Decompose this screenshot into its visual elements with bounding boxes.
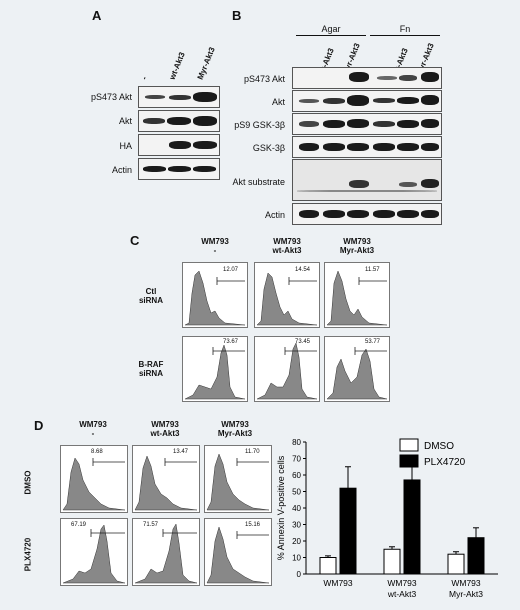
group-label-fn: Fn (399, 24, 411, 34)
facs-histogram: 11.70 (204, 445, 272, 513)
col-header: WM793 Myr-Akt3 (217, 420, 253, 438)
bar-plx4720 (403, 479, 421, 575)
blot-strip-substrate (292, 159, 442, 201)
blot-strip (292, 203, 442, 225)
panel-c-letter: C (130, 233, 140, 248)
gate-value: 67.19 (71, 522, 87, 528)
x-tick-label: WM793 (387, 578, 417, 588)
blot-strip (292, 136, 442, 158)
row-label: pS473 Akt (243, 74, 285, 84)
gate-value: 13.47 (173, 449, 189, 455)
y-axis-label: % Annexin V-positive cells (276, 455, 286, 560)
row-header: B-RAF siRNA (138, 360, 164, 378)
group-label-agar: Agar (321, 24, 341, 34)
row-label: Actin (264, 210, 285, 220)
row-label: Akt (118, 116, 132, 126)
facs-histogram: 71.57 (132, 518, 200, 586)
gate-value: 11.57 (365, 267, 380, 273)
legend-swatch (399, 454, 419, 468)
y-tick-label: 10 (292, 554, 301, 563)
row-label: GSK-3β (252, 143, 285, 153)
facs-histogram: 13.47 (132, 445, 200, 513)
gate-value: 8.68 (91, 449, 103, 455)
gate-value: 14.54 (295, 267, 311, 273)
facs-histogram: 14.54 (254, 262, 320, 328)
col-header: WM793- (79, 420, 107, 438)
gate-value: 15.16 (245, 522, 261, 528)
facs-histogram: 67.19 (60, 518, 128, 586)
blot-strip (138, 110, 220, 132)
legend-label: PLX4720 (424, 457, 466, 468)
row-label: pS473 Akt (90, 92, 132, 102)
facs-histogram: 11.57 (324, 262, 390, 328)
row-header: Ctl siRNA (138, 287, 163, 305)
group-line (370, 35, 440, 36)
lane-label: wt-Akt3 (167, 50, 187, 81)
blot-strip (292, 67, 442, 89)
y-tick-label: 70 (292, 455, 301, 464)
gate-value: 73.67 (223, 339, 239, 345)
row-label: Akt (271, 97, 285, 107)
row-label: Akt substrate (232, 177, 285, 187)
y-tick-label: 60 (292, 471, 301, 480)
group-line (296, 35, 366, 36)
x-tick-label: WM793 (451, 578, 481, 588)
blot-strip (292, 90, 442, 112)
gate-value: 12.07 (223, 267, 239, 273)
blot-strip (138, 86, 220, 108)
blot-strip (292, 113, 442, 135)
x-tick-label: WM793 (323, 578, 353, 588)
gate-value: 53.77 (365, 339, 381, 345)
y-tick-label: 20 (292, 537, 301, 546)
legend-swatch (399, 438, 419, 452)
panel-a-letter: A (92, 8, 102, 23)
facs-histogram: 53.77 (324, 336, 390, 402)
facs-histogram: 15.16 (204, 518, 272, 586)
col-header: WM793 wt-Akt3 (272, 237, 302, 255)
lane-label: Myr-Akt3 (195, 45, 217, 81)
facs-histogram: 12.07 (182, 262, 248, 328)
x-tick-label: Myr-Akt3 (449, 589, 483, 599)
bar-dmso (447, 553, 465, 575)
y-tick-label: 40 (292, 504, 301, 513)
facs-histogram: 73.67 (182, 336, 248, 402)
blot-strip (138, 134, 220, 156)
bar-dmso (319, 557, 337, 575)
y-tick-label: 30 (292, 521, 301, 530)
gate-value: 11.70 (245, 449, 260, 455)
row-label: Actin (111, 165, 132, 175)
panel-d-letter: D (34, 418, 44, 433)
col-header: WM793- (201, 237, 229, 255)
blot-strip (138, 158, 220, 180)
lane-label: - (139, 75, 150, 81)
y-tick-label: 80 (292, 438, 301, 447)
legend-label: DMSO (424, 441, 454, 452)
x-tick-label: wt-Akt3 (387, 589, 417, 599)
row-label: pS9 GSK-3β (234, 120, 285, 130)
y-tick-label: 0 (297, 570, 302, 579)
annexin-bar-chart: 0 10 20 30 40 50 60 70 80 % Annexin V-positive ce… (276, 438, 498, 599)
row-label: HA (119, 141, 132, 151)
bar-plx4720 (467, 537, 485, 575)
facs-histogram: 73.45 (254, 336, 320, 402)
panel-b-letter: B (232, 8, 242, 23)
gate-value: 73.45 (295, 339, 311, 345)
gate-value: 71.57 (143, 522, 159, 528)
y-tick-label: 50 (292, 488, 301, 497)
bar-plx4720 (339, 487, 357, 575)
row-header: PLX4720 (23, 537, 33, 572)
col-header: WM793 Myr-Akt3 (339, 237, 375, 255)
bar-dmso (383, 548, 401, 575)
row-header: DMSO (23, 470, 33, 495)
col-header: WM793 wt-Akt3 (150, 420, 180, 438)
facs-histogram: 8.68 (60, 445, 128, 513)
